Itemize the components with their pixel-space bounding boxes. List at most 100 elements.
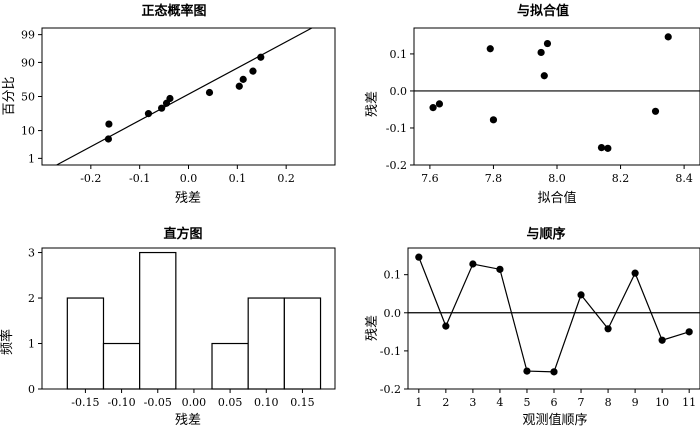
- versus-order-panel: 与顺序 观测值顺序 残差 1 2 3 4 5 6 7 8 9 10 11 -0.2 -0.1 0.0 0.1: [365, 226, 700, 428]
- data-point: [415, 253, 423, 261]
- histogram-plot-area: [41, 247, 336, 390]
- x-tick-label: 10: [655, 396, 669, 409]
- y-tick-label: -0.1: [386, 122, 407, 135]
- x-tick-label: 0.00: [182, 396, 207, 409]
- data-point: [577, 291, 585, 299]
- x-tick-label: 0.05: [218, 396, 243, 409]
- x-tick-label: 0.2: [277, 172, 295, 185]
- y-tick-label: 0: [28, 383, 35, 396]
- y-tick-label: 99: [21, 29, 35, 42]
- histogram-bar: [283, 297, 322, 390]
- normal-probability-title: 正态概率图: [141, 3, 206, 19]
- x-tick-label: 9: [632, 396, 639, 409]
- histogram-bar: [247, 297, 285, 390]
- normal-probability-xlabel: 残差: [175, 191, 201, 206]
- y-tick-label: 90: [21, 56, 35, 69]
- x-tick-label: 8.0: [548, 172, 566, 185]
- data-point: [597, 143, 606, 152]
- versus-fits-ticks: 7.6 7.8 8.0 8.2 8.4 -0.2 -0.1 0.0 0.1: [386, 48, 693, 185]
- data-point: [105, 120, 113, 128]
- x-tick-label: 1: [415, 396, 422, 409]
- x-tick-label: 7.6: [421, 172, 439, 185]
- series-line: [418, 256, 690, 373]
- y-tick-label: 0.0: [390, 85, 408, 98]
- y-tick-label: 1: [28, 152, 35, 165]
- versus-fits-marks: [414, 33, 700, 152]
- x-tick-label: -0.15: [71, 396, 99, 409]
- x-tick-label: 3: [469, 396, 476, 409]
- versus-order-marks: [408, 253, 700, 376]
- x-tick-label: 0.15: [290, 396, 315, 409]
- x-tick-label: 4: [496, 396, 503, 409]
- data-point: [158, 104, 166, 112]
- data-point: [239, 75, 247, 83]
- versus-fits-ylabel: 残差: [365, 91, 380, 117]
- y-tick-label: -0.1: [380, 345, 401, 358]
- normal-probability-ylabel: 百分比: [2, 76, 17, 115]
- data-point: [429, 104, 437, 112]
- fit-line: [56, 27, 313, 166]
- y-tick-label: 0.1: [384, 269, 402, 282]
- versus-order-xlabel: 观测值顺序: [522, 412, 587, 428]
- data-point: [523, 367, 531, 375]
- y-tick-label: -0.2: [386, 159, 407, 172]
- versus-order-ticks: 1 2 3 4 5 6 7 8 9 10 11 -0.2 -0.1 0.0 0.1: [380, 269, 696, 409]
- histogram-xlabel: 残差: [175, 413, 201, 428]
- data-point: [685, 328, 693, 336]
- x-tick-label: 0.10: [254, 396, 279, 409]
- data-point: [235, 82, 243, 90]
- x-tick-label: 8: [605, 396, 612, 409]
- data-point: [104, 135, 113, 143]
- normal-probability-marks: [56, 27, 313, 166]
- data-point: [651, 107, 660, 115]
- histogram-bar: [139, 251, 177, 390]
- versus-fits-xlabel: 拟合值: [537, 190, 576, 206]
- x-tick-label: 0.0: [180, 172, 198, 185]
- y-tick-label: 50: [21, 91, 35, 104]
- data-point: [540, 72, 548, 80]
- x-tick-label: -0.05: [144, 396, 172, 409]
- data-point: [144, 110, 153, 118]
- y-tick-label: 3: [28, 247, 35, 260]
- x-tick-label: 2: [442, 396, 449, 409]
- data-point: [496, 265, 504, 273]
- data-point: [658, 336, 666, 344]
- histogram-bar: [66, 297, 105, 390]
- data-point: [469, 260, 477, 268]
- data-point: [489, 116, 498, 124]
- normal-probability-panel: 正态概率图 残差 百分比 -0.2 -0.1 0.0 0.1 0.2 1 10 50 90 99: [2, 3, 336, 206]
- data-point: [604, 144, 612, 152]
- data-point: [631, 269, 639, 277]
- data-point: [664, 33, 672, 41]
- data-point: [205, 88, 214, 97]
- y-tick-label: 2: [28, 292, 35, 305]
- y-tick-label: 10: [21, 125, 35, 138]
- x-tick-label: -0.10: [107, 396, 135, 409]
- y-tick-label: -0.2: [380, 383, 401, 396]
- y-tick-label: 0.0: [384, 307, 402, 320]
- versus-order-ylabel: 残差: [365, 315, 380, 341]
- data-point: [166, 94, 174, 103]
- histogram-bar: [211, 342, 249, 390]
- data-point: [604, 325, 612, 333]
- versus-fits-title: 与拟合值: [517, 3, 569, 19]
- x-tick-label: -0.1: [129, 172, 150, 185]
- x-tick-label: 8.2: [612, 172, 630, 185]
- x-tick-label: -0.2: [80, 172, 101, 185]
- versus-order-plot-area: [407, 247, 700, 390]
- data-point: [486, 45, 494, 53]
- versus-order-title: 与顺序: [526, 226, 565, 242]
- data-point: [257, 53, 265, 61]
- histogram-ticks: 0 1 2 3 -0.15 -0.10 -0.05 0.00 0.05 0.10 0.15: [28, 247, 315, 409]
- x-tick-label: 0.1: [229, 172, 247, 185]
- x-tick-label: 8.4: [675, 172, 693, 185]
- data-point: [435, 100, 444, 108]
- data-point: [442, 322, 450, 330]
- data-point: [543, 39, 552, 48]
- y-tick-label: 0.1: [390, 48, 408, 61]
- x-tick-label: 5: [523, 396, 530, 409]
- x-tick-label: 7.8: [485, 172, 503, 185]
- histogram-bar: [102, 342, 141, 390]
- x-tick-label: 11: [682, 396, 696, 409]
- data-point: [537, 48, 545, 57]
